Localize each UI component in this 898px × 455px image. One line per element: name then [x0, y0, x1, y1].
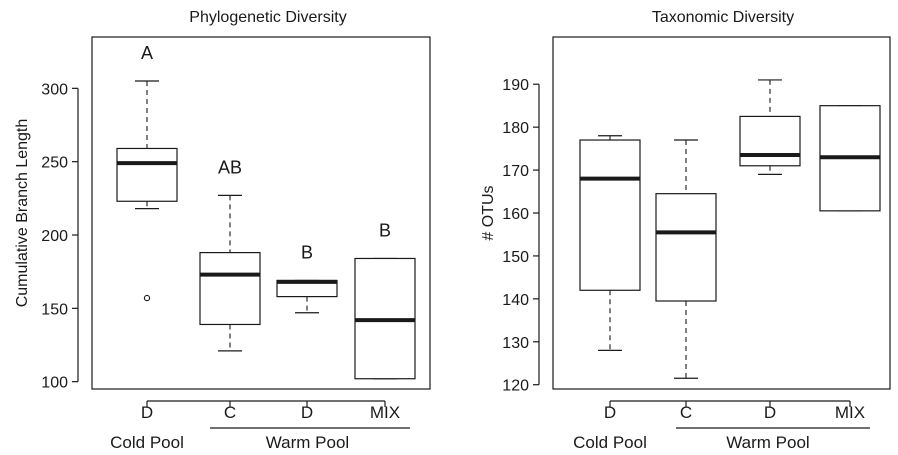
y-tick-label: 130 [502, 335, 529, 352]
y-tick-label: 190 [502, 77, 529, 94]
significance-letter: B [301, 242, 313, 262]
iqr-box [579, 139, 641, 291]
y-tick-label: 170 [502, 163, 529, 180]
x-tick-label: MIX [835, 403, 865, 422]
iqr-box [199, 252, 261, 326]
box-4 [819, 105, 881, 212]
y-tick-label: 140 [502, 292, 529, 309]
x-tick-label: D [301, 403, 313, 422]
box-1 [579, 135, 641, 351]
y-tick-label: 180 [502, 120, 529, 137]
y-tick-label: 160 [502, 206, 529, 223]
box-3 [739, 79, 801, 175]
x-tick-label: C [224, 403, 236, 422]
y-tick-label: 150 [41, 301, 68, 318]
outlier-point [143, 294, 151, 302]
x-tick-label: C [680, 403, 692, 422]
group-label: Warm Pool [266, 433, 349, 452]
y-tick-label: 200 [41, 228, 68, 245]
y-tick-label: 150 [502, 249, 529, 266]
chart-title: Taxonomic Diversity [652, 9, 794, 26]
y-tick-label: 300 [41, 81, 68, 98]
x-tick-label: D [141, 403, 153, 422]
x-tick-label: D [764, 403, 776, 422]
significance-letter: A [141, 43, 153, 63]
x-tick-label: D [604, 403, 616, 422]
group-label: Cold Pool [573, 433, 647, 452]
y-axis-label: # OTUs [480, 185, 497, 240]
plot-frame [552, 36, 891, 390]
y-tick-label: 120 [502, 378, 529, 395]
y-axis-label: Cumulative Branch Length [14, 119, 31, 308]
box-3 [276, 279, 338, 314]
iqr-box [655, 193, 717, 302]
box-2 [655, 139, 717, 379]
iqr-box [739, 115, 801, 167]
group-label: Cold Pool [110, 433, 184, 452]
x-tick-label: MIX [370, 403, 400, 422]
group-label: Warm Pool [726, 433, 809, 452]
significance-letter: AB [218, 157, 242, 177]
significance-letter: B [379, 220, 391, 240]
box-2 [199, 194, 261, 352]
y-tick-label: 100 [41, 375, 68, 392]
plot-frame [91, 36, 431, 390]
iqr-box [116, 147, 178, 202]
chart-title: Phylogenetic Diversity [189, 9, 346, 26]
box-1 [116, 80, 178, 302]
y-tick-label: 250 [41, 155, 68, 172]
box-4 [354, 257, 416, 380]
